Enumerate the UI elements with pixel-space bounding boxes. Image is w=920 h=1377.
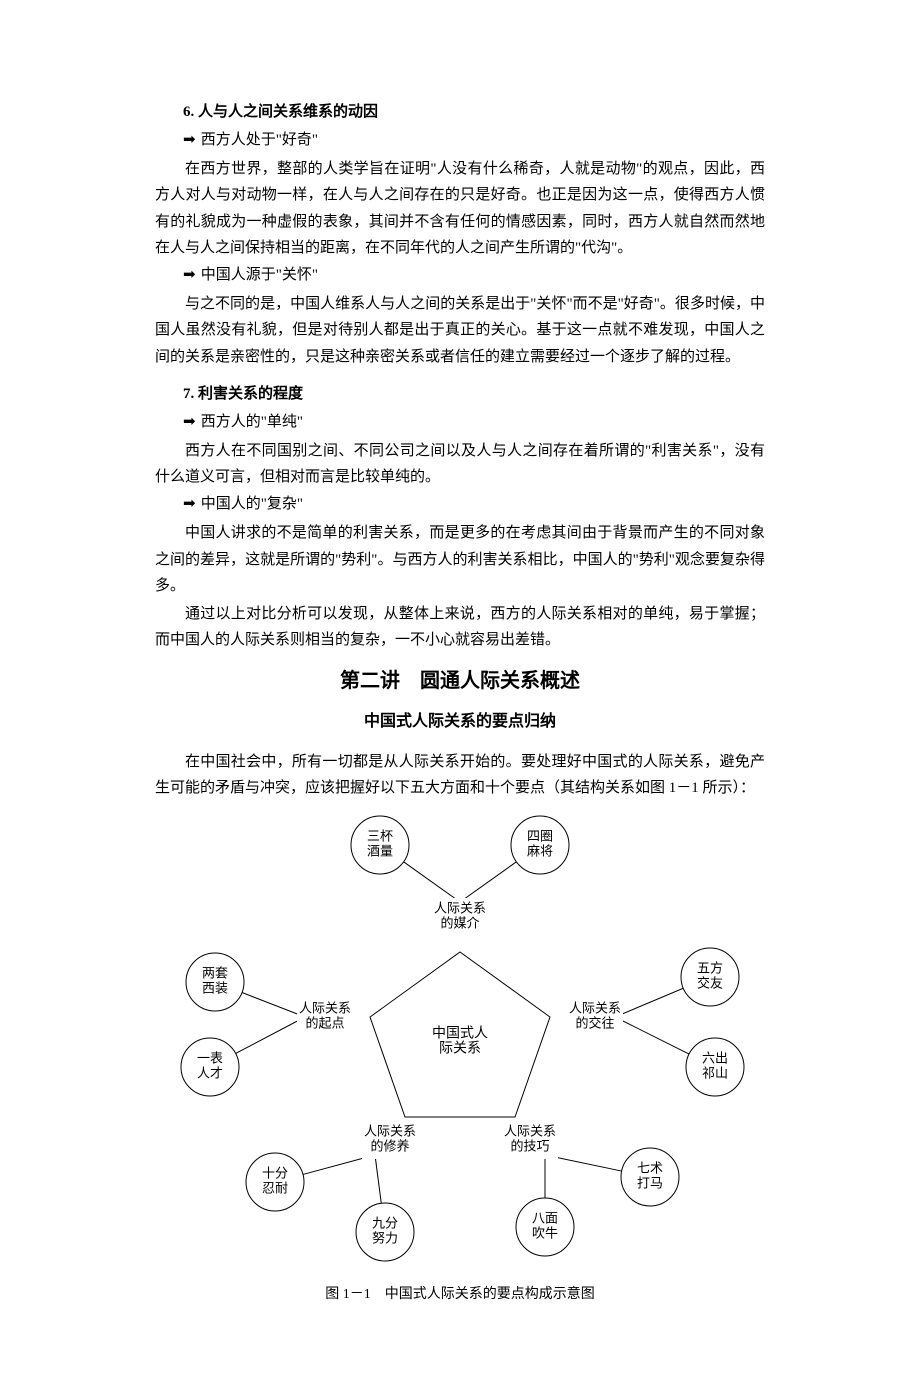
svg-text:人际关系的技巧: 人际关系的技巧	[504, 1123, 556, 1153]
section7-bullet-a-text: 西方人的"单纯"	[201, 414, 303, 430]
document-page: 6. 人与人之间关系维系的动因 ➡ 西方人处于"好奇" 在西方世界，整部的人类学…	[0, 0, 920, 1377]
svg-text:五方交友: 五方交友	[697, 960, 723, 990]
arrow-icon: ➡	[183, 492, 197, 516]
svg-text:三杯酒量: 三杯酒量	[367, 828, 393, 858]
svg-text:四圈麻将: 四圈麻将	[527, 828, 553, 858]
section7-bullet-a: ➡ 西方人的"单纯"	[183, 410, 765, 434]
svg-text:七术打马: 七术打马	[637, 1160, 663, 1190]
arrow-icon: ➡	[183, 410, 197, 434]
section6-bullet-a: ➡ 西方人处于"好奇"	[183, 128, 765, 152]
svg-text:人际关系的交往: 人际关系的交往	[569, 1000, 621, 1030]
section6-bullet-b-text: 中国人源于"关怀"	[201, 267, 318, 283]
lecture2-intro: 在中国社会中，所有一切都是从人际关系开始的。要处理好中国式的人际关系，避免产生可…	[155, 749, 765, 802]
svg-text:一表人才: 一表人才	[197, 1050, 223, 1080]
lecture2-title: 第二讲 圆通人际关系概述	[155, 664, 765, 693]
section7-bullet-b: ➡ 中国人的"复杂"	[183, 492, 765, 516]
svg-text:九分努力: 九分努力	[372, 1215, 398, 1245]
svg-text:十分忍耐: 十分忍耐	[262, 1165, 288, 1195]
svg-text:中国式人际关系: 中国式人际关系	[432, 1026, 488, 1057]
svg-text:八面吹牛: 八面吹牛	[532, 1210, 558, 1240]
relationship-diagram: 中国式人际关系人际关系的媒介人际关系的起点 人际关系的交往人际关系的修养 人际关系的…	[155, 807, 765, 1277]
lecture2-subtitle: 中国式人际关系的要点归纳	[155, 707, 765, 731]
section7-bullet-b-text: 中国人的"复杂"	[201, 496, 303, 512]
section6-bullet-a-text: 西方人处于"好奇"	[201, 132, 318, 148]
section6-para-a: 在西方世界，整部的人类学旨在证明"人没有什么稀奇，人就是动物"的观点，因此，西方…	[155, 156, 765, 261]
arrow-icon: ➡	[183, 128, 197, 152]
section7-para-c: 通过以上对比分析可以发现，从整体上来说，西方的人际关系相对的单纯，易于掌握；而中…	[155, 601, 765, 654]
svg-text:两套西装: 两套西装	[202, 965, 228, 995]
arrow-icon: ➡	[183, 263, 197, 287]
diagram-svg: 中国式人际关系人际关系的媒介人际关系的起点 人际关系的交往人际关系的修养 人际关系的…	[155, 807, 765, 1277]
diagram-caption: 图 1－1 中国式人际关系的要点构成示意图	[155, 1283, 765, 1303]
section7-para-b: 中国人讲求的不是简单的利害关系，而是更多的在考虑其间由于背景而产生的不同对象之间…	[155, 520, 765, 599]
svg-text:人际关系的修养: 人际关系的修养	[364, 1123, 416, 1153]
section7-para-a: 西方人在不同国别之间、不同公司之间以及人与人之间存在着所谓的"利害关系"，没有什…	[155, 438, 765, 491]
section7-heading: 7. 利害关系的程度	[183, 382, 765, 406]
svg-text:人际关系的起点: 人际关系的起点	[299, 1000, 351, 1030]
section6-heading: 6. 人与人之间关系维系的动因	[183, 100, 765, 124]
svg-text:人际关系的媒介: 人际关系的媒介	[434, 900, 486, 930]
section6-bullet-b: ➡ 中国人源于"关怀"	[183, 263, 765, 287]
svg-text:六出祁山: 六出祁山	[702, 1050, 728, 1080]
section6-para-b: 与之不同的是，中国人维系人与人之间的关系是出于"关怀"而不是"好奇"。很多时候，…	[155, 291, 765, 370]
